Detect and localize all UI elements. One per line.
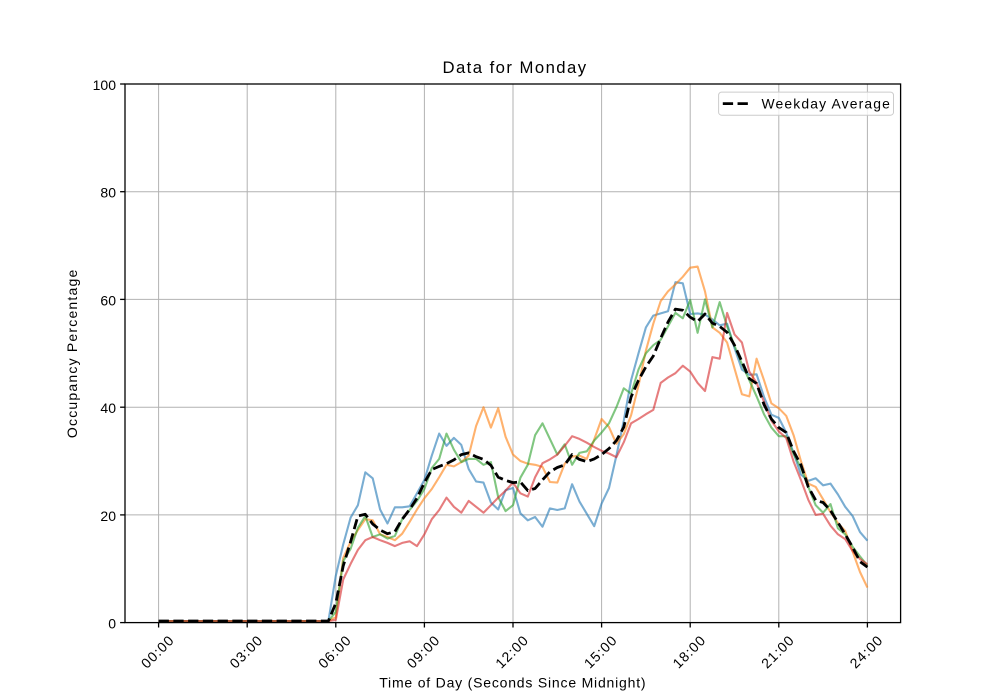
svg-text:Data for Monday: Data for Monday [442,58,587,77]
svg-text:Time of Day (Seconds Since Mid: Time of Day (Seconds Since Midnight) [379,675,646,691]
svg-text:20: 20 [100,508,116,524]
svg-text:Weekday Average: Weekday Average [762,95,891,111]
svg-text:40: 40 [100,400,116,416]
svg-text:100: 100 [93,77,117,93]
svg-text:80: 80 [100,185,116,201]
svg-text:Occupancy Percentage: Occupancy Percentage [64,269,80,439]
svg-text:0: 0 [108,616,116,632]
svg-text:60: 60 [100,292,116,308]
